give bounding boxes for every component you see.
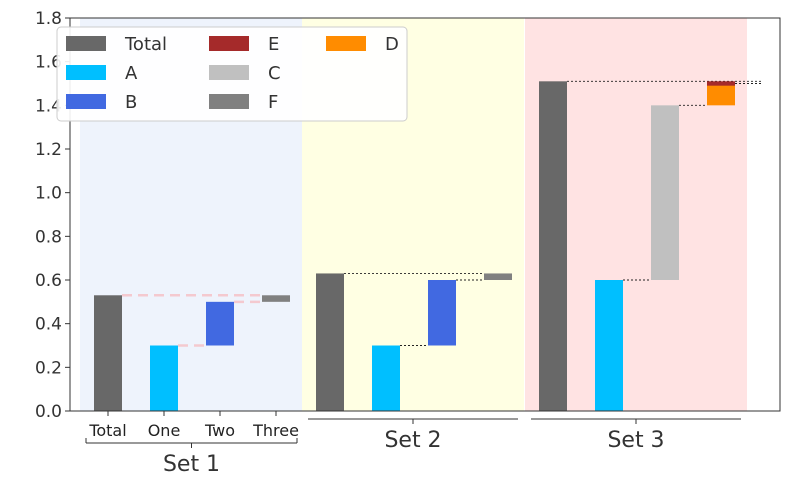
bar-d-set-3 [707, 83, 735, 106]
y-tick-label: 0.4 [35, 315, 62, 335]
y-tick-label: 1.0 [35, 184, 62, 204]
bar-e-set-3 [707, 81, 735, 86]
group-label: Set 3 [607, 428, 664, 453]
bar-total-set-3 [539, 81, 567, 412]
legend-label-e: E [268, 34, 279, 55]
bar-a-set-3 [595, 280, 623, 411]
category-label: Two [204, 421, 235, 440]
plot-frame [69, 17, 781, 412]
legend-swatch-c [209, 65, 249, 80]
y-tick-label: 1.6 [35, 53, 62, 73]
bar-total-set-1 [94, 295, 122, 411]
legend-swatch-b [66, 94, 106, 109]
legend-label-d: D [385, 34, 399, 55]
y-tick-label: 1.2 [35, 140, 62, 160]
bar-f-set-1 [262, 295, 290, 302]
y-tick-label: 0.0 [35, 402, 62, 422]
bar-a-set-2 [372, 345, 400, 411]
legend-label-b: B [125, 92, 137, 113]
bar-total-set-2 [316, 273, 344, 411]
category-label: Total [88, 421, 126, 440]
bar-a-set-1 [150, 345, 178, 411]
group-label: Set 2 [384, 428, 441, 453]
legend-label-f: F [268, 92, 278, 113]
bar-b-set-2 [428, 280, 456, 346]
legend-label-total: Total [124, 34, 167, 55]
category-label: One [148, 421, 181, 440]
legend-swatch-total [66, 36, 106, 51]
y-tick-label: 1.4 [35, 96, 62, 116]
bar-c-set-3 [651, 105, 679, 280]
category-label: Three [252, 421, 299, 440]
legend-label-c: C [268, 63, 281, 84]
y-tick-label: 0.2 [35, 358, 62, 378]
bar-b-set-1 [206, 301, 234, 346]
y-tick-label: 1.8 [35, 9, 62, 29]
legend-swatch-f [209, 94, 249, 109]
legend-swatch-d [326, 36, 366, 51]
y-tick-label: 0.6 [35, 271, 62, 291]
y-tick-label: 0.8 [35, 227, 62, 247]
legend-swatch-e [209, 36, 249, 51]
group-label: Set 1 [163, 452, 220, 477]
legend-label-a: A [125, 63, 138, 84]
legend-swatch-a [66, 65, 106, 80]
bar-f-set-2 [484, 273, 512, 280]
